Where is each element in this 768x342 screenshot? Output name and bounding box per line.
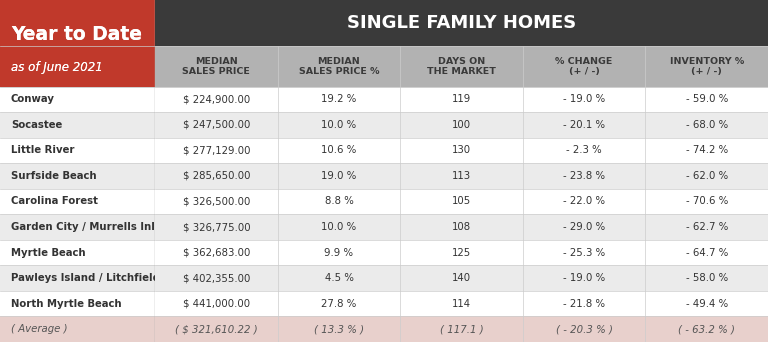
Text: 4.5 %: 4.5 %: [325, 273, 353, 283]
Text: - 19.0 %: - 19.0 %: [563, 273, 605, 283]
Bar: [155, 46, 768, 87]
Text: 10.0 %: 10.0 %: [322, 120, 356, 130]
Text: Garden City / Murrells Inlet: Garden City / Murrells Inlet: [11, 222, 167, 232]
Text: Pawleys Island / Litchfield: Pawleys Island / Litchfield: [11, 273, 160, 283]
Text: 114: 114: [452, 299, 471, 309]
Bar: [0, 189, 155, 214]
Text: 10.6 %: 10.6 %: [321, 145, 356, 155]
Text: Socastee: Socastee: [11, 120, 62, 130]
Text: 119: 119: [452, 94, 472, 104]
Text: Surfside Beach: Surfside Beach: [11, 171, 97, 181]
Text: SINGLE FAMILY HOMES: SINGLE FAMILY HOMES: [347, 14, 576, 32]
Text: - 62.0 %: - 62.0 %: [686, 171, 728, 181]
Text: Conway: Conway: [11, 94, 55, 104]
Bar: [155, 137, 768, 163]
Text: ( - 63.2 % ): ( - 63.2 % ): [678, 324, 735, 334]
Text: 140: 140: [452, 273, 471, 283]
Text: $ 326,500.00: $ 326,500.00: [183, 197, 250, 207]
Text: - 22.0 %: - 22.0 %: [563, 197, 605, 207]
Text: 108: 108: [452, 222, 471, 232]
Text: % CHANGE
(+ / -): % CHANGE (+ / -): [555, 57, 613, 76]
Text: - 70.6 %: - 70.6 %: [686, 197, 728, 207]
Bar: [0, 265, 155, 291]
Text: INVENTORY %
(+ / -): INVENTORY % (+ / -): [670, 57, 744, 76]
Text: ( - 20.3 % ): ( - 20.3 % ): [555, 324, 613, 334]
Bar: [155, 265, 768, 291]
Bar: [0, 112, 155, 137]
Text: DAYS ON
THE MARKET: DAYS ON THE MARKET: [427, 57, 496, 76]
Bar: [155, 163, 768, 189]
Text: 8.8 %: 8.8 %: [325, 197, 353, 207]
Text: 125: 125: [452, 248, 472, 258]
Text: Year to Date: Year to Date: [11, 25, 142, 44]
Bar: [0, 0, 155, 87]
Text: $ 247,500.00: $ 247,500.00: [183, 120, 250, 130]
Text: Carolina Forest: Carolina Forest: [11, 197, 98, 207]
Text: $ 441,000.00: $ 441,000.00: [183, 299, 250, 309]
Text: ( Average ): ( Average ): [11, 324, 68, 334]
Bar: [0, 316, 155, 342]
Text: 9.9 %: 9.9 %: [325, 248, 353, 258]
Text: ( 13.3 % ): ( 13.3 % ): [314, 324, 364, 334]
Text: as of June 2021: as of June 2021: [11, 61, 103, 74]
Text: $ 285,650.00: $ 285,650.00: [183, 171, 250, 181]
Text: - 68.0 %: - 68.0 %: [686, 120, 728, 130]
Text: - 64.7 %: - 64.7 %: [686, 248, 728, 258]
Text: $ 362,683.00: $ 362,683.00: [183, 248, 250, 258]
Text: Year to Date: Year to Date: [11, 25, 142, 44]
Text: $ 224,900.00: $ 224,900.00: [183, 94, 250, 104]
Text: $ 277,129.00: $ 277,129.00: [183, 145, 250, 155]
Bar: [0, 163, 155, 189]
Text: MEDIAN
SALES PRICE %: MEDIAN SALES PRICE %: [299, 57, 379, 76]
Bar: [0, 240, 155, 265]
Bar: [0, 87, 155, 112]
Bar: [155, 87, 768, 112]
Bar: [0, 214, 155, 240]
Text: - 29.0 %: - 29.0 %: [563, 222, 605, 232]
Text: 27.8 %: 27.8 %: [321, 299, 356, 309]
Bar: [155, 189, 768, 214]
Text: - 25.3 %: - 25.3 %: [563, 248, 605, 258]
Bar: [0, 291, 155, 316]
Text: - 74.2 %: - 74.2 %: [686, 145, 728, 155]
Text: - 62.7 %: - 62.7 %: [686, 222, 728, 232]
Text: - 21.8 %: - 21.8 %: [563, 299, 605, 309]
Text: 10.0 %: 10.0 %: [322, 222, 356, 232]
Bar: [155, 240, 768, 265]
Text: - 58.0 %: - 58.0 %: [686, 273, 728, 283]
Text: ( 117.1 ): ( 117.1 ): [440, 324, 483, 334]
Text: 19.2 %: 19.2 %: [321, 94, 356, 104]
Bar: [155, 214, 768, 240]
Bar: [155, 291, 768, 316]
Text: - 23.8 %: - 23.8 %: [563, 171, 605, 181]
Text: Myrtle Beach: Myrtle Beach: [11, 248, 85, 258]
Text: 113: 113: [452, 171, 471, 181]
Text: Little River: Little River: [11, 145, 74, 155]
Text: as of June 2021: as of June 2021: [11, 61, 103, 74]
Text: - 19.0 %: - 19.0 %: [563, 94, 605, 104]
Text: 130: 130: [452, 145, 471, 155]
Text: - 59.0 %: - 59.0 %: [686, 94, 728, 104]
Text: - 49.4 %: - 49.4 %: [686, 299, 728, 309]
Text: 19.0 %: 19.0 %: [321, 171, 356, 181]
Text: 105: 105: [452, 197, 472, 207]
Text: 100: 100: [452, 120, 471, 130]
Text: $ 326,775.00: $ 326,775.00: [183, 222, 250, 232]
Bar: [0, 137, 155, 163]
Text: MEDIAN
SALES PRICE: MEDIAN SALES PRICE: [183, 57, 250, 76]
Bar: [0, 46, 155, 87]
Text: ( $ 321,610.22 ): ( $ 321,610.22 ): [175, 324, 258, 334]
Text: North Myrtle Beach: North Myrtle Beach: [11, 299, 121, 309]
Text: - 20.1 %: - 20.1 %: [563, 120, 605, 130]
Text: $ 402,355.00: $ 402,355.00: [183, 273, 250, 283]
Text: - 2.3 %: - 2.3 %: [566, 145, 602, 155]
Bar: [155, 112, 768, 137]
Bar: [155, 0, 768, 46]
Bar: [155, 316, 768, 342]
